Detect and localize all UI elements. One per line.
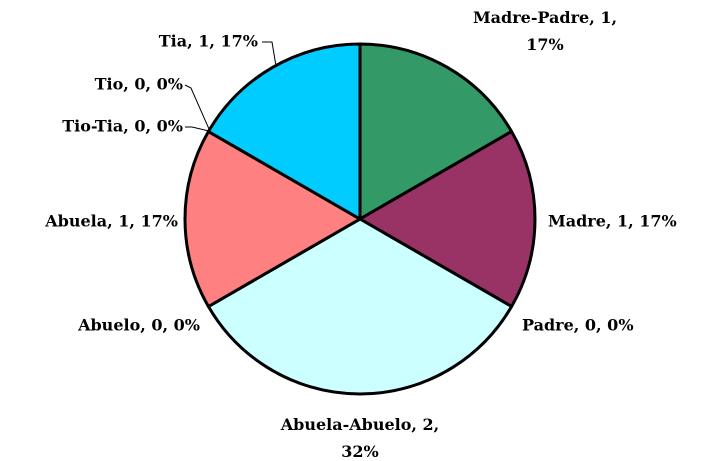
leader-line	[185, 126, 210, 132]
data-label: Abuela, 1, 17%	[44, 212, 178, 231]
data-label: Tia, 1, 17%	[159, 32, 258, 51]
leader-line	[262, 41, 277, 67]
data-label: Tio-Tia, 0, 0%	[62, 117, 183, 136]
pie-slice	[183, 130, 362, 308]
data-label: Padre, 0, 0%	[522, 316, 634, 335]
data-label: Tio, 0, 0%	[95, 75, 183, 94]
pie-slice	[358, 42, 514, 221]
pie-slice	[206, 42, 362, 221]
pie-slice	[206, 217, 514, 396]
pie-slice	[358, 130, 537, 308]
leader-line	[184, 84, 210, 130]
pie	[183, 42, 537, 396]
data-label: Abuelo, 0, 0%	[77, 316, 200, 335]
data-label: Abuela-Abuelo, 2, 32%	[280, 415, 440, 461]
data-label: Madre, 1, 17%	[548, 212, 677, 231]
data-label: Madre-Padre, 1, 17%	[473, 8, 617, 54]
